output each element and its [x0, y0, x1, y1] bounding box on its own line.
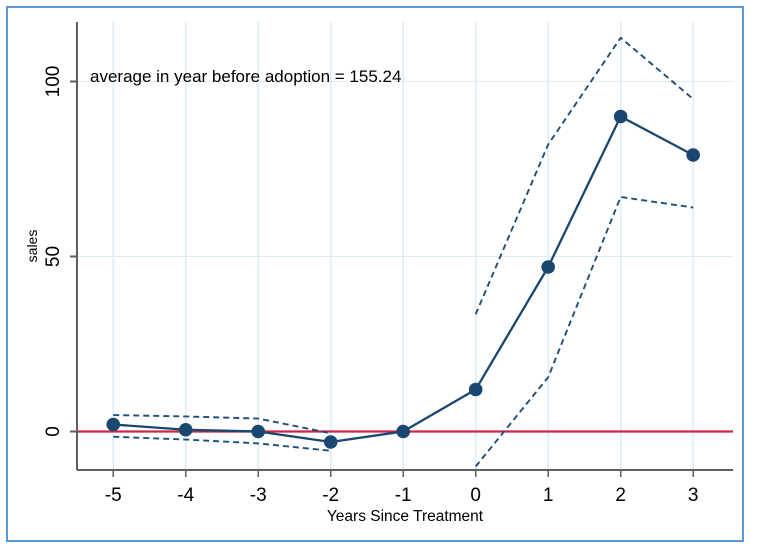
- x-tick-label: 1: [543, 485, 554, 506]
- data-point-marker: [323, 435, 338, 449]
- x-axis-title: Years Since Treatment: [327, 508, 484, 525]
- data-point-marker: [178, 422, 193, 437]
- x-tick-label: 0: [470, 485, 481, 506]
- x-tick-label: -1: [395, 485, 412, 506]
- data-point-marker: [396, 424, 410, 439]
- annotation-text: average in year before adoption = 155.24: [90, 67, 401, 86]
- y-tick-label: 100: [43, 66, 64, 98]
- data-point-marker: [613, 109, 628, 124]
- data-point-marker: [251, 424, 266, 439]
- tick-labels: -5 -4 -3 -2 -1 0 1 2 3 0 50 100: [43, 66, 698, 506]
- confidence-interval-line: [474, 36, 694, 315]
- data-point-marker: [686, 148, 700, 162]
- data-point-marker: [468, 382, 483, 397]
- y-axis-title: sales: [24, 230, 40, 263]
- confidence-interval-line: [113, 435, 331, 452]
- confidence-interval-line: [113, 414, 331, 435]
- data-point-marker: [541, 260, 555, 274]
- y-tick-label: 50: [43, 246, 64, 267]
- confidence-interval-line: [474, 196, 694, 468]
- chart-border: [6, 6, 744, 542]
- data-point-marker: [106, 417, 121, 432]
- x-tick-label: -5: [105, 485, 122, 506]
- x-tick-label: 3: [688, 485, 699, 506]
- data-series: [106, 36, 700, 468]
- x-tick-label: 2: [615, 485, 626, 506]
- y-tick-label: 0: [43, 426, 64, 437]
- x-tick-label: -4: [177, 485, 194, 506]
- gridlines: [77, 22, 733, 470]
- x-tick-label: -2: [322, 485, 339, 506]
- x-tick-label: -3: [250, 485, 267, 506]
- axes: [70, 22, 733, 477]
